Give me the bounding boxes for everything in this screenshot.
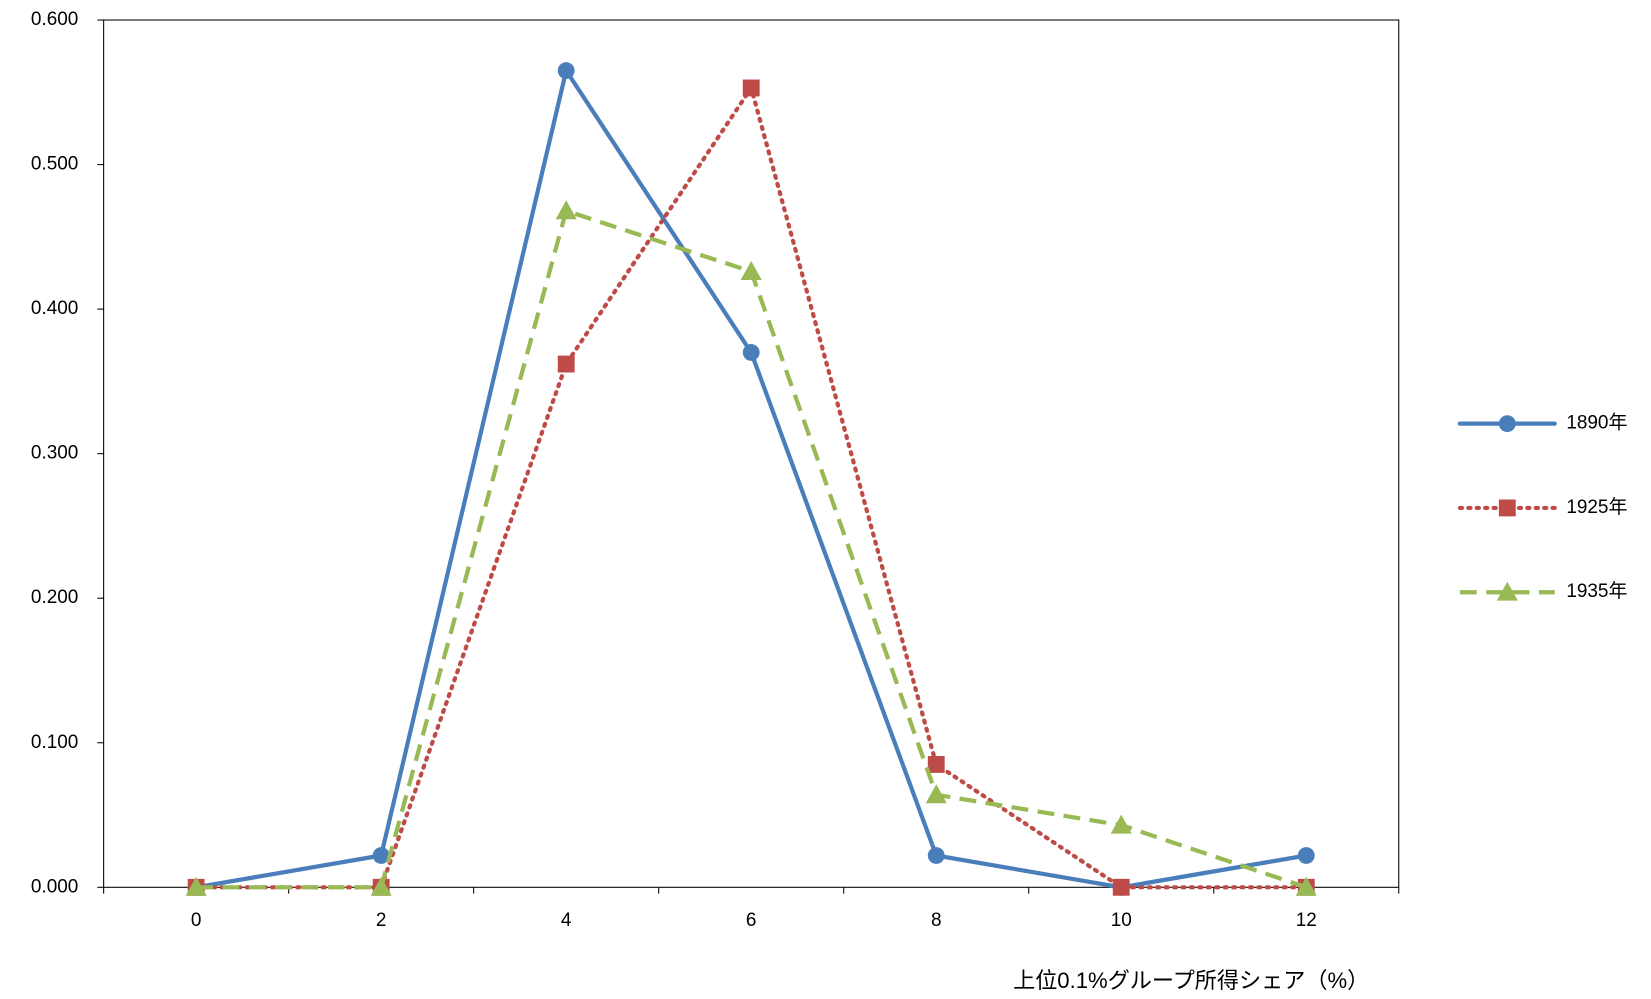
marker <box>370 876 392 896</box>
x-tick-label: 10 <box>1111 910 1132 931</box>
marker <box>557 355 575 373</box>
marker <box>742 344 760 361</box>
x-tick-label: 4 <box>561 910 572 931</box>
marker <box>742 79 760 97</box>
marker <box>555 200 577 220</box>
y-tick-label: 0.300 <box>31 443 78 464</box>
marker <box>1496 581 1518 601</box>
marker <box>185 876 207 896</box>
marker <box>372 847 390 864</box>
x-tick-label: 2 <box>376 910 387 931</box>
series-line <box>196 208 1307 890</box>
y-tick-label: 0.500 <box>31 154 78 175</box>
marker <box>740 260 762 280</box>
legend-label: 1935年 <box>1566 580 1627 602</box>
y-tick-label: 0.200 <box>31 587 78 608</box>
y-tick-label: 0.400 <box>31 298 78 319</box>
marker <box>925 784 947 804</box>
y-tick-label: 0.000 <box>31 876 78 897</box>
marker <box>1295 876 1317 896</box>
legend-label: 1890年 <box>1566 412 1627 434</box>
legend-label: 1925年 <box>1566 496 1627 518</box>
x-tick-label: 6 <box>746 910 757 931</box>
marker <box>1110 814 1132 834</box>
series-line <box>194 68 1309 890</box>
x-tick-label: 12 <box>1296 910 1317 931</box>
marker <box>1498 415 1516 433</box>
y-tick-label: 0.100 <box>31 732 78 753</box>
marker <box>1112 878 1130 896</box>
y-tick-label: 0.600 <box>31 9 78 30</box>
marker <box>927 847 945 864</box>
marker <box>557 62 575 80</box>
series-line <box>194 85 1309 890</box>
marker <box>927 756 945 773</box>
marker <box>1297 847 1315 864</box>
x-tick-label: 8 <box>931 910 942 931</box>
marker <box>1498 499 1516 517</box>
x-axis-title: 上位0.1%グループ所得シェア（%） <box>1013 968 1369 993</box>
plot-frame <box>103 19 1400 888</box>
x-tick-label: 0 <box>191 910 202 931</box>
